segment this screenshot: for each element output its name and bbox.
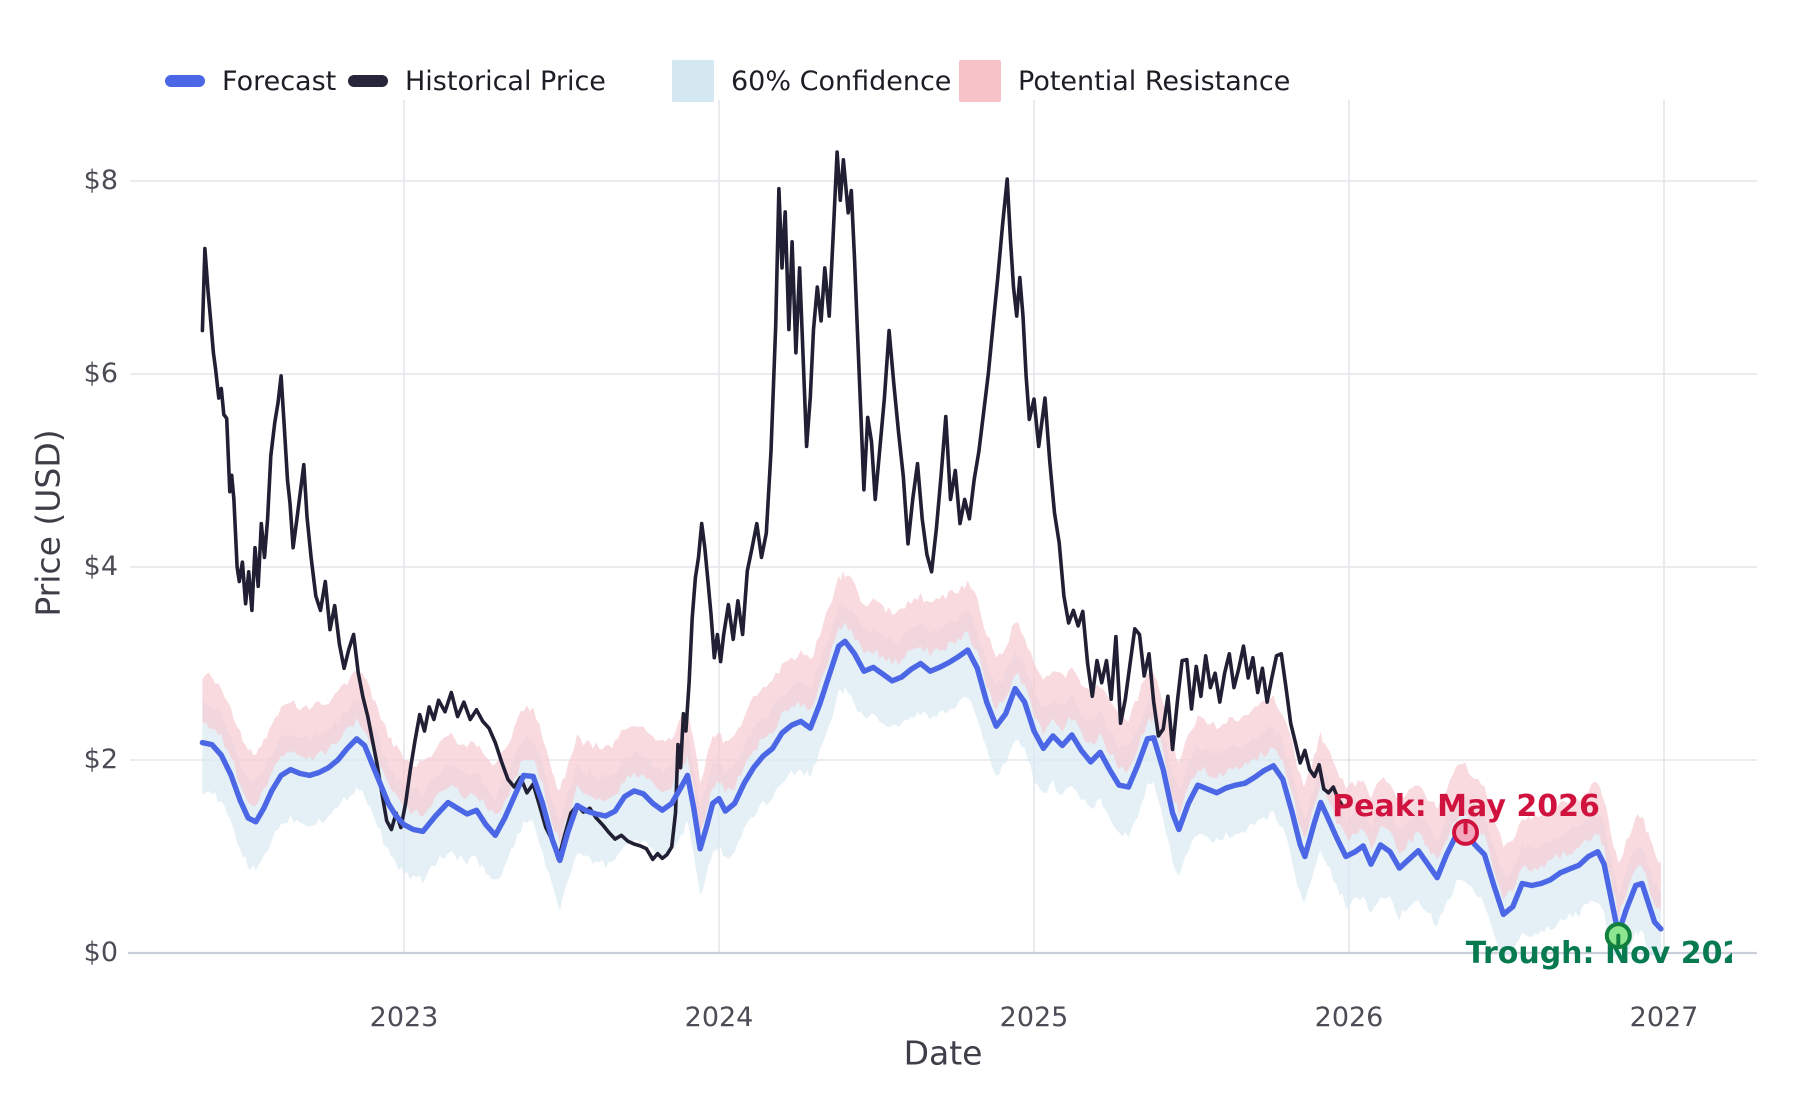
legend-item-historical-price: Historical Price (348, 58, 606, 104)
x-tick-label: 2023 (369, 1002, 439, 1033)
y-tick-label: $0 (83, 937, 118, 968)
x-tick-label: 2026 (1314, 1002, 1384, 1033)
y-tick-label: $6 (83, 358, 118, 389)
x-tick-label: 2027 (1629, 1002, 1699, 1033)
gridlines (128, 100, 1757, 955)
legend-label: 60% Confidence (731, 65, 952, 97)
legend-swatch-line (165, 75, 205, 87)
x-tick-label: 2025 (999, 1002, 1069, 1033)
y-tick-label: $4 (83, 551, 118, 582)
y-tick-label: $2 (83, 744, 118, 775)
legend-swatch-band (959, 60, 1001, 102)
trough-annotation-label: Trough: Nov 2026 (1466, 936, 1764, 971)
confidence-and-resistance-bands (202, 571, 1661, 956)
price-lines (199, 150, 1664, 937)
x-tick-label: 2024 (684, 1002, 754, 1033)
legend-label: Potential Resistance (1018, 65, 1291, 97)
y-axis-title: Price (USD) (28, 429, 68, 617)
legend-label: Historical Price (405, 65, 606, 97)
peak-annotation-label: Peak: May 2026 (1332, 789, 1600, 824)
legend-swatch-line (348, 75, 388, 87)
x-axis-title: Date (903, 1033, 983, 1073)
legend-item-forecast: Forecast (165, 58, 336, 104)
legend-swatch-band (672, 60, 714, 102)
legend-item-60-confidence: 60% Confidence (672, 58, 951, 104)
legend-label: Forecast (222, 65, 337, 97)
annotation-markers (1452, 818, 1632, 950)
y-tick-label: $8 (83, 165, 118, 196)
legend-item-potential-resistance: Potential Resistance (959, 58, 1290, 104)
